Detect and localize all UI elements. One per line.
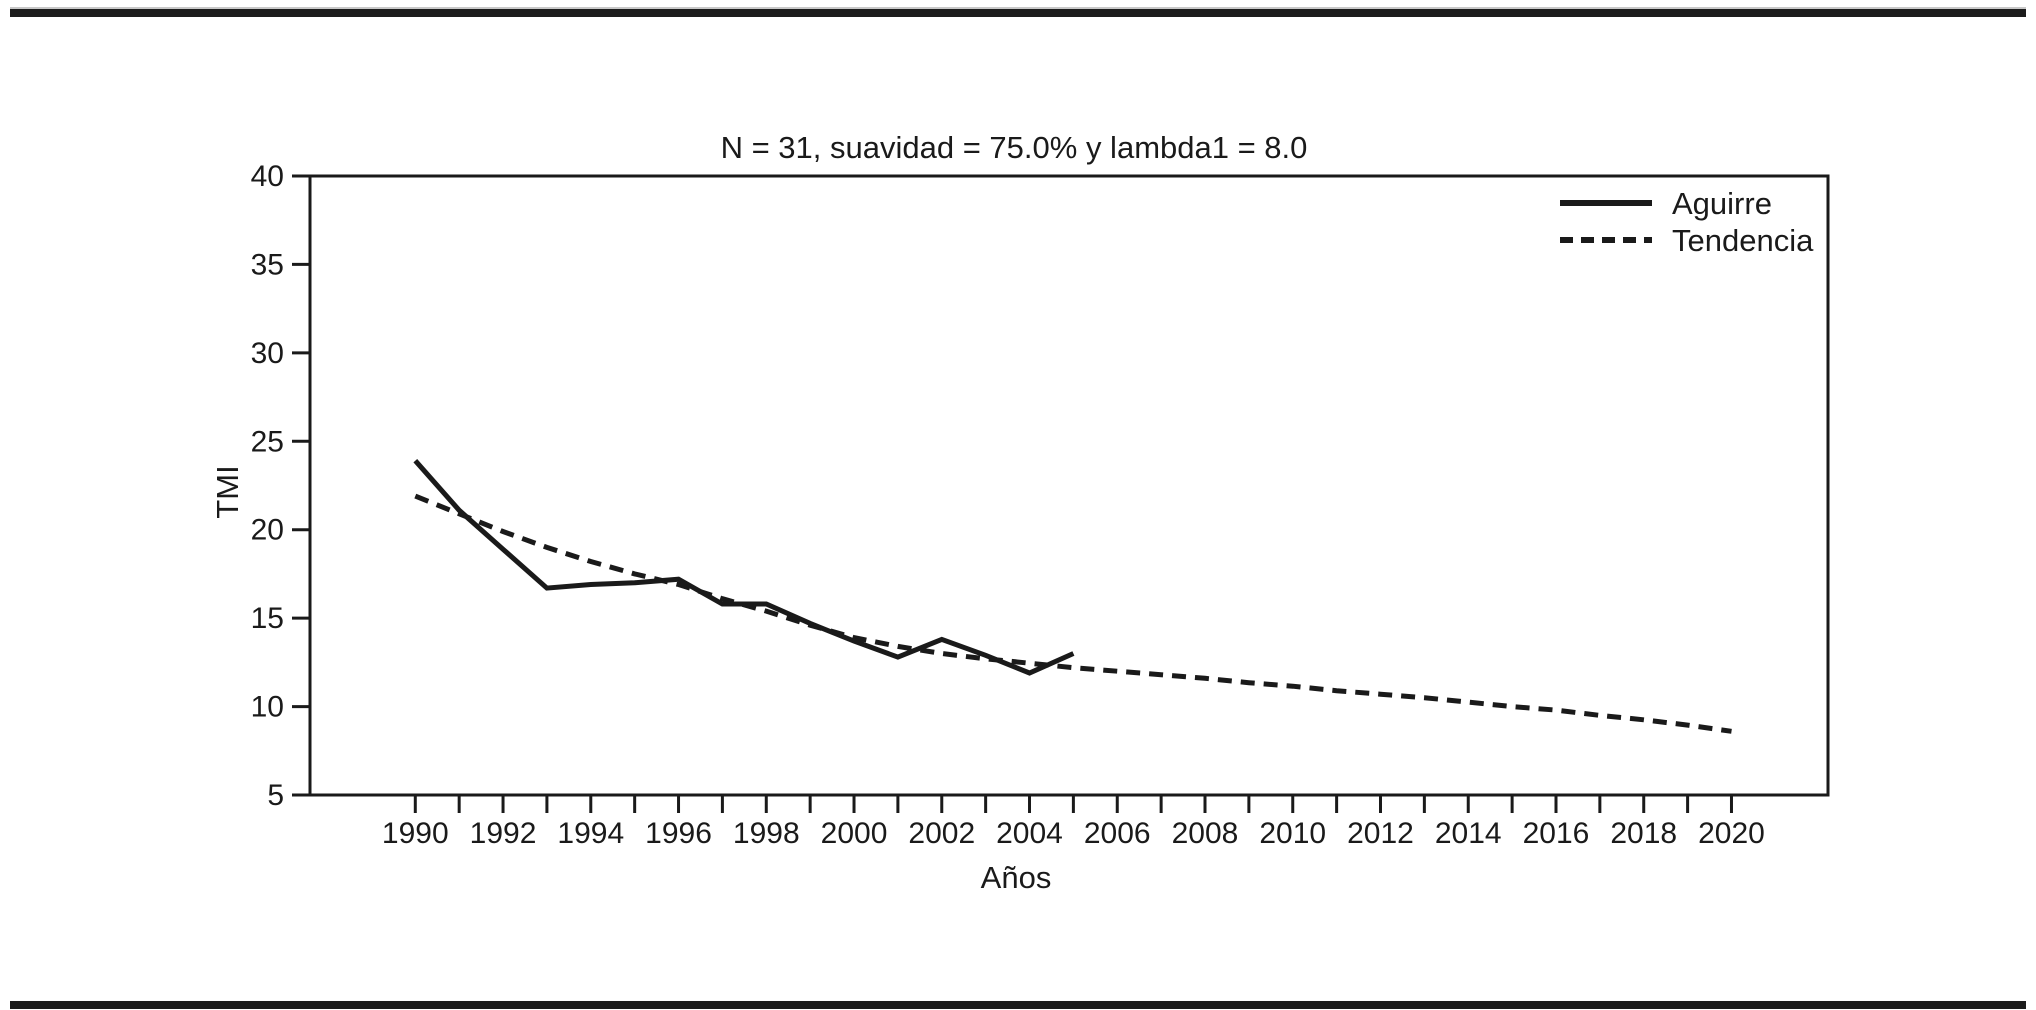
x-axis-label: Años (981, 860, 1052, 895)
series-line-tendencia (414, 493, 1732, 734)
chart-title: N = 31, suavidad = 75.0% y lambda1 = 8.0 (721, 130, 1308, 165)
x-tick-label: 2012 (1347, 817, 1414, 850)
y-tick-label: 15 (251, 602, 284, 635)
x-tick-label: 1994 (557, 817, 624, 850)
plot-frame (308, 174, 1830, 797)
x-tick-label: 2018 (1610, 817, 1677, 850)
x-tick-label: 1990 (382, 817, 449, 850)
y-tick-label: 30 (251, 337, 284, 370)
x-tick-label: 1992 (470, 817, 537, 850)
y-tick-label: 25 (251, 425, 284, 458)
series-line-aguirre (413, 459, 1075, 676)
y-tick-label: 20 (251, 514, 284, 547)
y-tick-label: 10 (251, 691, 284, 724)
x-tick-label: 2010 (1259, 817, 1326, 850)
x-tick-label: 2020 (1698, 817, 1765, 850)
y-axis-tick-labels: 5 10 15 20 25 30 35 40 (251, 160, 284, 812)
legend-item-tendencia: Tendencia (1560, 223, 1814, 258)
legend-label: Tendencia (1672, 223, 1814, 258)
x-tick-label: 1996 (645, 817, 712, 850)
top-rule (10, 7, 2026, 17)
y-tick-label: 35 (251, 248, 284, 281)
legend-label: Aguirre (1672, 186, 1772, 221)
x-tick-label: 2008 (1172, 817, 1239, 850)
bottom-rule (10, 1001, 2026, 1009)
x-tick-label: 1998 (733, 817, 800, 850)
x-tick-label: 2004 (996, 817, 1063, 850)
x-tick-label: 2002 (908, 817, 975, 850)
y-tick-label: 5 (267, 779, 284, 812)
y-axis-label: TMI (210, 465, 245, 518)
x-axis-tick-labels: 1990 1992 1994 1996 1998 2000 2002 2004 2006 2008… (382, 817, 1765, 850)
x-tick-label: 2006 (1084, 817, 1151, 850)
x-tick-label: 2014 (1435, 817, 1502, 850)
x-tick-label: 2016 (1523, 817, 1590, 850)
y-axis-ticks (292, 174, 310, 797)
y-tick-label: 40 (251, 160, 284, 193)
legend-item-aguirre: Aguirre (1560, 186, 1772, 221)
series-lines (413, 459, 1732, 734)
legend: Aguirre Tendencia (1560, 186, 1814, 258)
x-tick-label: 2000 (821, 817, 888, 850)
x-axis-ticks (413, 795, 1733, 813)
